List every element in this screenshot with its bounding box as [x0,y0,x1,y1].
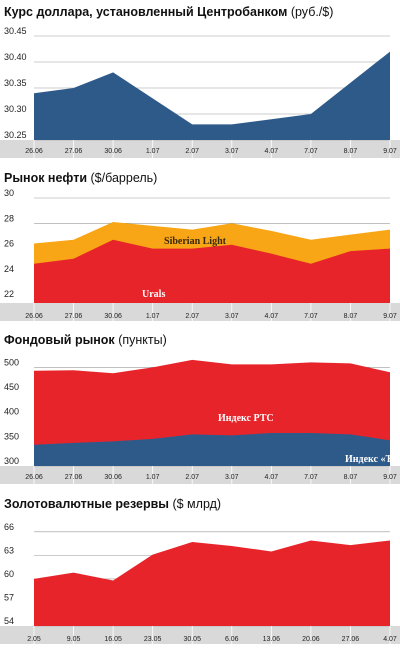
stock-xtick-8: 8.07 [344,474,358,481]
reserves-title: Золотовалютные резервы [4,497,169,511]
stock-ytick-0: 500 [4,357,19,367]
usd-xtick-9: 9.07 [383,148,397,155]
reserves-xtick-5: 6.06 [225,636,239,643]
stock-ytick-4: 300 [4,456,19,466]
reserves-xtick-3: 23.05 [144,636,162,643]
oil-series-label-1: Siberian Light [164,236,227,247]
reserves-chart: 66 63 60 57 54 2.05 9.05 16.05 23.05 30.05 6.06 13.… [0,522,400,644]
usd-ytick-0: 30.45 [4,26,27,36]
oil-title: Рынок нефти [4,171,88,185]
oil-xtick-4: 2.07 [185,313,199,320]
reserves-axis-band [0,626,400,644]
usd-xtick-5: 3.07 [225,148,239,155]
oil-ytick-3: 24 [4,264,14,274]
reserves-ytick-4: 54 [4,616,14,626]
oil-title-row: Рынок нефти ($/баррель) [4,171,157,185]
stock-xtick-1: 27.06 [65,474,83,481]
oil-chart: 30 28 26 24 22 26.06 27.06 30.06 1.07 2.07 3.07 4.0… [0,188,400,321]
reserves-panel: Золотовалютные резервы ($ млрд) 66 63 60 57… [0,489,400,648]
reserves-series-0-area [34,540,390,626]
usd-xtick-8: 8.07 [344,148,358,155]
oil-unit: ($/баррель) [90,171,158,185]
reserves-xtick-2: 16.05 [104,636,122,643]
oil-series-0-area [34,239,390,303]
stock-xtick-6: 4.07 [265,474,279,481]
stock-unit: (пункты) [118,333,167,347]
stock-series-0-area [34,432,390,466]
oil-xtick-2: 30.06 [104,313,122,320]
reserves-ytick-0: 66 [4,522,14,532]
stock-title: Фондовый рынок [4,333,115,347]
stock-ytick-2: 400 [4,407,19,417]
stock-series-label-0: Индекс «Ъ» [345,454,398,465]
usd-xtick-2: 30.06 [104,148,122,155]
stock-xtick-5: 3.07 [225,474,239,481]
oil-axis-band [0,303,400,321]
usd-xtick-1: 27.06 [65,148,83,155]
reserves-title-row: Золотовалютные резервы ($ млрд) [4,497,221,511]
usd-xtick-6: 4.07 [265,148,279,155]
oil-xtick-8: 8.07 [344,313,358,320]
usd-title: Курс доллара, установленный Центробанком [4,5,288,19]
stock-xtick-7: 7.07 [304,474,318,481]
oil-xtick-5: 3.07 [225,313,239,320]
usd-axis-band [0,140,400,158]
reserves-xtick-9: 4.07 [383,636,397,643]
reserves-xtick-8: 27.06 [342,636,360,643]
oil-xtick-9: 9.07 [383,313,397,320]
usd-panel: Курс доллара, установленный Центробанком… [0,0,400,162]
stock-xtick-9: 9.07 [383,474,397,481]
usd-ytick-4: 30.25 [4,130,27,140]
oil-xtick-1: 27.06 [65,313,83,320]
stock-xtick-0: 26.06 [25,474,43,481]
reserves-unit: ($ млрд) [172,497,222,511]
reserves-xtick-4: 30.05 [183,636,201,643]
usd-xtick-0: 26.06 [25,148,43,155]
oil-ytick-2: 26 [4,239,14,249]
oil-xtick-0: 26.06 [25,313,43,320]
reserves-xtick-7: 20.06 [302,636,320,643]
stock-xtick-4: 2.07 [185,474,199,481]
stock-axis-band [0,466,400,484]
oil-xtick-3: 1.07 [146,313,160,320]
oil-panel: Рынок нефти ($/баррель) 30 28 26 24 22 26.06 2… [0,162,400,327]
reserves-xtick-0: 2.05 [27,636,41,643]
stock-xtick-2: 30.06 [104,474,122,481]
oil-ytick-0: 30 [4,188,14,198]
oil-ytick-4: 22 [4,289,14,299]
oil-xtick-7: 7.07 [304,313,318,320]
oil-series-label-0: Urals [142,289,165,300]
usd-chart: 30.45 30.40 30.35 30.30 30.25 26.06 27.06 30.06… [0,26,400,158]
usd-ytick-2: 30.35 [4,78,27,88]
reserves-xtick-6: 13.06 [263,636,281,643]
usd-unit: (руб./$) [290,5,334,19]
oil-ytick-1: 28 [4,213,14,223]
stock-series-label-1: Индекс РТС [218,413,274,424]
stock-xtick-3: 1.07 [146,474,160,481]
usd-ytick-1: 30.40 [4,52,27,62]
reserves-ytick-2: 60 [4,569,14,579]
stock-title-row: Фондовый рынок (пункты) [4,333,167,347]
stock-panel: Фондовый рынок (пункты) 500 450 400 350 300 2… [0,327,400,489]
reserves-xtick-1: 9.05 [67,636,81,643]
stock-ytick-1: 450 [4,382,19,392]
usd-ytick-3: 30.30 [4,104,27,114]
stock-chart: 500 450 400 350 300 26.06 27.06 30.06 1.07 2.07 3.… [0,357,400,484]
usd-xtick-7: 7.07 [304,148,318,155]
usd-xtick-4: 2.07 [185,148,199,155]
oil-xtick-6: 4.07 [265,313,279,320]
usd-xtick-3: 1.07 [146,148,160,155]
stock-ytick-3: 350 [4,431,19,441]
reserves-ytick-3: 57 [4,592,14,602]
reserves-ytick-1: 63 [4,545,14,555]
usd-series-0-area [34,51,390,140]
usd-title-row: Курс доллара, установленный Центробанком… [4,5,333,19]
